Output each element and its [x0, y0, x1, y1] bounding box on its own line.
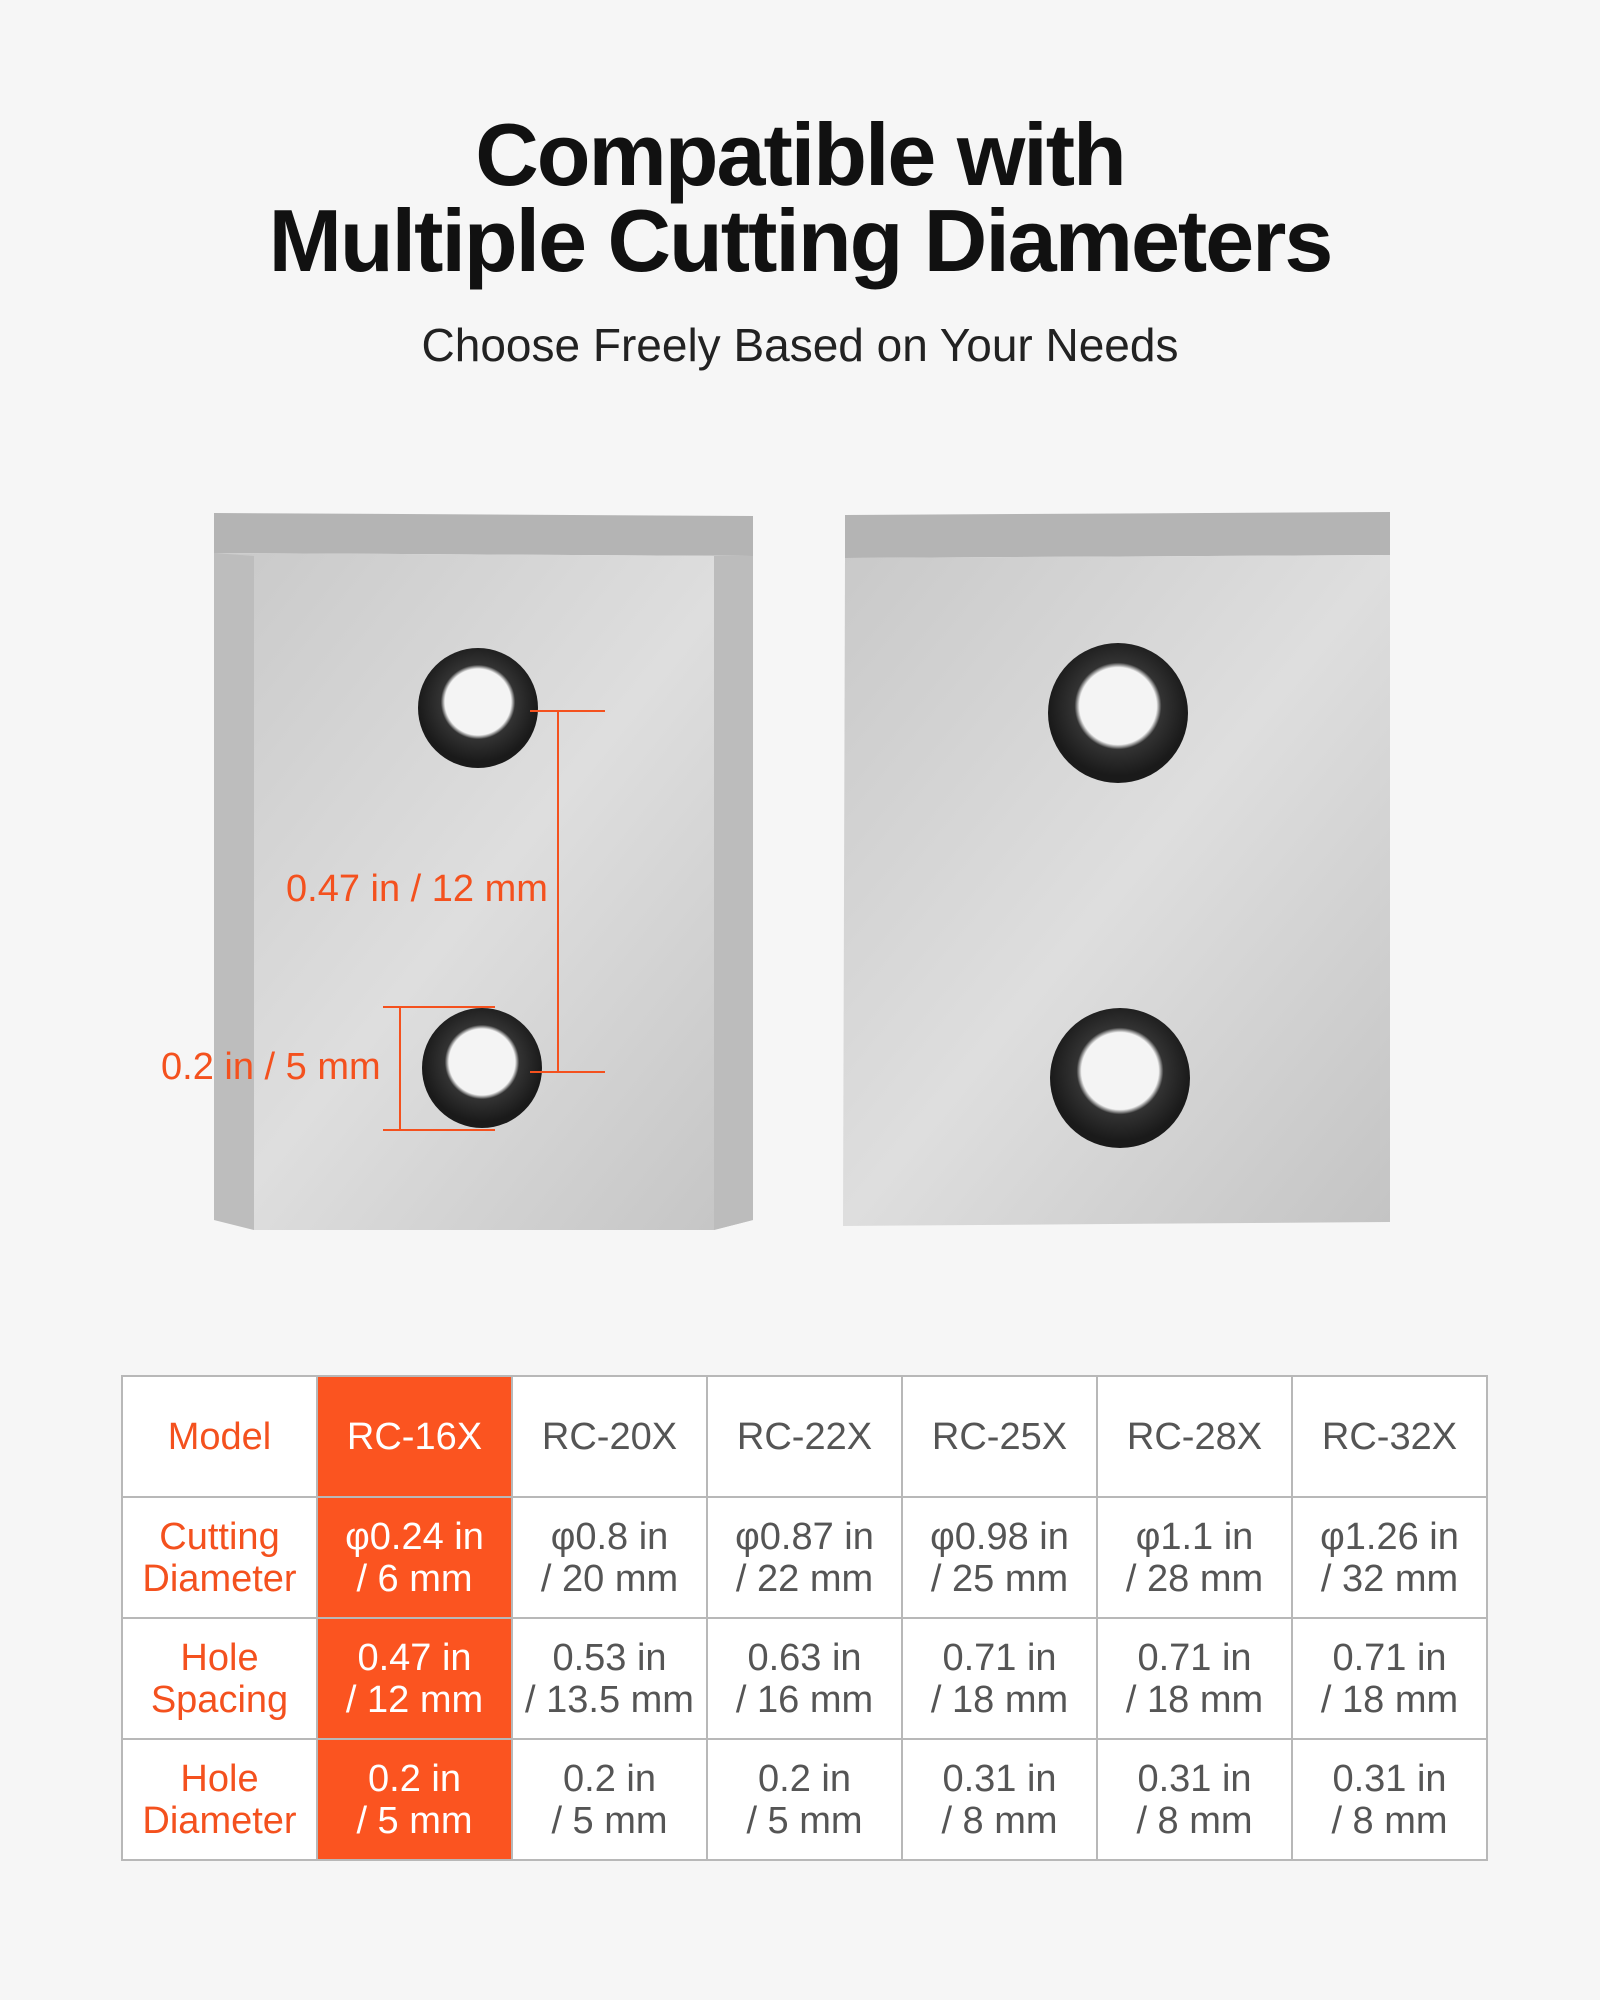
title-line-1: Compatible with — [475, 105, 1127, 204]
spec-table: Model RC-16X RC-20X RC-22X RC-25X RC-28X RC-32… — [121, 1375, 1488, 1861]
cell-text: / 5 mm — [746, 1799, 863, 1842]
table-cell: φ0.98 in/ 25 mm — [901, 1496, 1098, 1619]
cell-text: 0.2 in — [368, 1757, 461, 1800]
cell-text: / 28 mm — [1125, 1557, 1264, 1600]
table-cell: φ1.1 in/ 28 mm — [1096, 1496, 1293, 1619]
cell-text: φ0.24 in — [345, 1515, 484, 1558]
cell-text: 0.63 in — [747, 1636, 862, 1679]
cell-text: / 20 mm — [540, 1557, 679, 1600]
hole-bottom — [422, 1008, 542, 1128]
cell-text: 0.71 in — [1137, 1636, 1252, 1679]
cell-text: / 12 mm — [345, 1678, 484, 1721]
cell-text: 0.47 in — [357, 1636, 472, 1679]
table-cell: 0.63 in/ 16 mm — [706, 1617, 903, 1740]
table-cell: 0.2 in/ 5 mm — [511, 1738, 708, 1861]
cell-text: / 8 mm — [1331, 1799, 1448, 1842]
row-label: Cutting Diameter — [121, 1496, 318, 1619]
cell-text: / 13.5 mm — [525, 1678, 694, 1721]
cell-text: 0.2 in — [563, 1757, 656, 1800]
cell-text: / 16 mm — [735, 1678, 874, 1721]
cell-text: 0.71 in — [942, 1636, 1057, 1679]
cell-text: / 22 mm — [735, 1557, 874, 1600]
cell-text: φ0.87 in — [735, 1515, 874, 1558]
table-cell: φ0.87 in/ 22 mm — [706, 1496, 903, 1619]
table-cell: 0.31 in/ 8 mm — [901, 1738, 1098, 1861]
table-cell: 0.31 in/ 8 mm — [1096, 1738, 1293, 1861]
row-label: Model — [121, 1375, 318, 1498]
hole-diameter-annotation: 0.2 in / 5 mm — [161, 1046, 381, 1088]
cell-text: φ0.98 in — [930, 1515, 1069, 1558]
cell-text: / 8 mm — [941, 1799, 1058, 1842]
cell-text: RC-32X — [1321, 1415, 1458, 1458]
table-row: Hole Spacing 0.47 in/ 12 mm 0.53 in/ 13.5 m… — [121, 1617, 1488, 1740]
cell-text: 0.2 in — [758, 1757, 851, 1800]
table-cell: RC-20X — [511, 1375, 708, 1498]
row-label-text: Hole — [180, 1757, 259, 1800]
subtitle: Choose Freely Based on Your Needs — [421, 319, 1179, 371]
cell-text: RC-20X — [541, 1415, 678, 1458]
cell-text: / 8 mm — [1136, 1799, 1253, 1842]
cell-text: / 5 mm — [551, 1799, 668, 1842]
table-cell: φ0.8 in/ 20 mm — [511, 1496, 708, 1619]
table-cell: 0.71 in/ 18 mm — [1096, 1617, 1293, 1740]
table-row: Hole Diameter 0.2 in/ 5 mm 0.2 in/ 5 mm 0.2 … — [121, 1738, 1488, 1861]
row-label: Hole Spacing — [121, 1617, 318, 1740]
cell-text: RC-28X — [1126, 1415, 1263, 1458]
cell-text: RC-22X — [736, 1415, 873, 1458]
table-cell: φ0.24 in/ 6 mm — [316, 1496, 513, 1619]
row-label-text: Diameter — [142, 1557, 297, 1600]
row-label-text: Cutting — [159, 1515, 280, 1558]
table-cell: 0.31 in/ 8 mm — [1291, 1738, 1488, 1861]
cell-text: 0.71 in — [1332, 1636, 1447, 1679]
cell-text: / 18 mm — [1125, 1678, 1264, 1721]
cell-text: / 25 mm — [930, 1557, 1069, 1600]
cell-text: 0.31 in — [1137, 1757, 1252, 1800]
row-label: Hole Diameter — [121, 1738, 318, 1861]
table-cell: 0.71 in/ 18 mm — [901, 1617, 1098, 1740]
table-cell: 0.71 in/ 18 mm — [1291, 1617, 1488, 1740]
title-line-2: Multiple Cutting Diameters — [268, 191, 1334, 290]
row-label-text: Diameter — [142, 1799, 297, 1842]
hole-top — [1048, 643, 1188, 783]
table-cell: RC-25X — [901, 1375, 1098, 1498]
row-label-text: Model — [167, 1415, 272, 1458]
cell-text: 0.31 in — [942, 1757, 1057, 1800]
hole-spacing-annotation: 0.47 in / 12 mm — [286, 868, 548, 910]
cell-text: 0.31 in — [1332, 1757, 1447, 1800]
cell-text: RC-25X — [931, 1415, 1068, 1458]
hole-top — [418, 648, 538, 768]
cell-text: φ0.8 in — [550, 1515, 669, 1558]
table-cell: φ1.26 in/ 32 mm — [1291, 1496, 1488, 1619]
table-cell: RC-16X — [316, 1375, 513, 1498]
cell-text: / 6 mm — [356, 1557, 473, 1600]
table-cell: RC-32X — [1291, 1375, 1488, 1498]
cell-text: / 32 mm — [1320, 1557, 1459, 1600]
table-row: Model RC-16X RC-20X RC-22X RC-25X RC-28X RC-32… — [121, 1375, 1488, 1498]
blade-right — [843, 512, 1390, 1226]
cell-text: 0.53 in — [552, 1636, 667, 1679]
table-cell: 0.47 in/ 12 mm — [316, 1617, 513, 1740]
table-cell: 0.2 in/ 5 mm — [706, 1738, 903, 1861]
blade-illustration — [214, 512, 1390, 1230]
page-title: Compatible with Multiple Cutting Diamete… — [0, 105, 1600, 290]
dimension-lines — [383, 710, 605, 1131]
hole-bottom — [1050, 1008, 1190, 1148]
row-label-text: Spacing — [150, 1678, 289, 1721]
table-cell: RC-22X — [706, 1375, 903, 1498]
row-label-text: Hole — [180, 1636, 259, 1679]
cell-text: φ1.26 in — [1320, 1515, 1459, 1558]
table-cell: 0.2 in/ 5 mm — [316, 1738, 513, 1861]
blade-left — [214, 513, 753, 1230]
table-cell: 0.53 in/ 13.5 mm — [511, 1617, 708, 1740]
cell-text: RC-16X — [346, 1415, 483, 1458]
cell-text: / 5 mm — [356, 1799, 473, 1842]
cell-text: / 18 mm — [1320, 1678, 1459, 1721]
table-cell: RC-28X — [1096, 1375, 1293, 1498]
cell-text: φ1.1 in — [1135, 1515, 1254, 1558]
cell-text: / 18 mm — [930, 1678, 1069, 1721]
table-row: Cutting Diameter φ0.24 in/ 6 mm φ0.8 in/ 20… — [121, 1496, 1488, 1619]
